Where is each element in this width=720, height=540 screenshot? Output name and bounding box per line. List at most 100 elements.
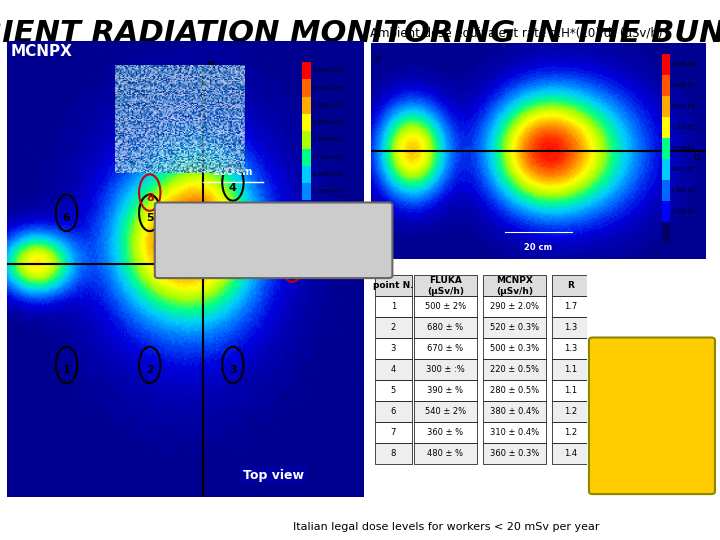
Text: 6: 6	[391, 407, 396, 416]
Text: 500 ± 0.3%: 500 ± 0.3%	[490, 344, 539, 353]
Text: 360 ± 0.3%: 360 ± 0.3%	[490, 449, 539, 457]
Bar	[375, 317, 412, 338]
Bar	[302, 200, 311, 218]
Bar	[302, 166, 311, 183]
Bar	[662, 54, 670, 75]
Text: 670 ± %: 670 ± %	[427, 344, 464, 353]
Text: 100 cm: 100 cm	[213, 167, 253, 177]
Bar	[414, 317, 477, 338]
Text: Scoring time: t: Scoring time: t	[204, 211, 343, 228]
Text: u: u	[693, 152, 699, 162]
Bar	[375, 443, 412, 463]
Bar	[375, 359, 412, 380]
Text: 6.00E-02: 6.00E-02	[670, 83, 695, 88]
Text: 1.30E+03: 1.30E+03	[312, 137, 343, 143]
Bar	[302, 148, 311, 166]
Text: 220 ± 0.5%: 220 ± 0.5%	[490, 365, 539, 374]
Bar	[483, 275, 546, 296]
Text: 6: 6	[63, 213, 71, 223]
Text: Ambient dose equivalent rate d.H*(10)/dt (μSv/h): Ambient dose equivalent rate d.H*(10)/dt…	[370, 28, 663, 40]
Text: 7: 7	[289, 264, 296, 274]
Text: 7: 7	[391, 428, 396, 437]
Bar	[662, 159, 670, 180]
Text: Agreement good
enough to allow the
use for the prediction
of the radiological
ha: Agreement good enough to allow the use f…	[588, 379, 716, 453]
Bar	[414, 338, 477, 359]
Bar	[662, 180, 670, 201]
Bar	[414, 422, 477, 443]
Text: 1.20E+04: 1.20E+04	[312, 68, 343, 73]
Text: 280 ± 0.5%: 280 ± 0.5%	[490, 386, 539, 395]
Bar	[302, 62, 311, 79]
Bar	[483, 380, 546, 401]
Bar	[552, 380, 589, 401]
Text: Top view: Top view	[243, 469, 305, 482]
Bar	[414, 296, 477, 317]
Text: AMBIENT RADIATION MONITORING IN THE BUNKER: AMBIENT RADIATION MONITORING IN THE BUNK…	[0, 19, 720, 48]
Bar	[552, 443, 589, 463]
Text: MCNPX: MCNPX	[10, 44, 72, 59]
Bar	[552, 338, 589, 359]
Text: 1.2: 1.2	[564, 407, 577, 416]
Bar	[483, 296, 546, 317]
Text: 500 ± 2%: 500 ± 2%	[425, 302, 466, 311]
Text: 8: 8	[391, 449, 396, 457]
Text: 1.3: 1.3	[564, 323, 577, 332]
Bar	[662, 138, 670, 159]
Text: 2.20E-03: 2.20E-03	[670, 104, 695, 109]
Text: 1.20E+02: 1.20E+02	[312, 206, 343, 212]
Text: 1.1: 1.1	[564, 386, 577, 395]
Text: MCNPX
(μSv/h): MCNPX (μSv/h)	[496, 276, 533, 295]
Text: 2.80E+02: 2.80E+02	[312, 189, 343, 194]
Bar	[662, 117, 670, 138]
Bar	[375, 296, 412, 317]
Bar	[552, 359, 589, 380]
Text: 3.50E+03: 3.50E+03	[312, 103, 343, 108]
Bar	[483, 401, 546, 422]
Text: 1.7: 1.7	[564, 302, 577, 311]
Text: 1: 1	[391, 302, 396, 311]
Bar	[483, 422, 546, 443]
Bar	[552, 401, 589, 422]
Bar	[414, 380, 477, 401]
Bar	[662, 75, 670, 96]
Bar	[662, 201, 670, 222]
Bar	[302, 97, 311, 114]
Text: 4.50E+03: 4.50E+03	[312, 85, 343, 91]
Text: 2: 2	[146, 365, 153, 375]
Text: 8: 8	[146, 193, 153, 202]
Text: 380 ± 0.4%: 380 ± 0.4%	[490, 407, 539, 416]
Text: 2: 2	[391, 323, 396, 332]
Text: Y: Y	[206, 61, 214, 71]
Bar	[302, 218, 311, 235]
Text: point N.: point N.	[373, 281, 414, 291]
Text: 310 ± 0.4%: 310 ± 0.4%	[490, 428, 539, 437]
Text: 680 ± %: 680 ± %	[427, 323, 464, 332]
Text: 1: 1	[63, 365, 71, 375]
Text: 15 day “cooling time” after
10 complete cycles (one year): 15 day “cooling time” after 10 complete …	[179, 242, 369, 270]
Text: 7.70E+02: 7.70E+02	[312, 154, 343, 160]
Text: 1.1: 1.1	[564, 365, 577, 374]
Text: 1.4: 1.4	[564, 449, 577, 457]
Bar	[375, 275, 412, 296]
Bar	[302, 183, 311, 200]
Text: 7.70E-04: 7.70E-04	[670, 146, 695, 151]
Bar	[375, 422, 412, 443]
Bar	[375, 380, 412, 401]
Bar	[662, 222, 670, 243]
Bar	[552, 317, 589, 338]
Text: Italian legal dose levels for workers < 20 mSv per year: Italian legal dose levels for workers < …	[293, 522, 600, 531]
Text: 1.30E-03: 1.30E-03	[670, 125, 695, 130]
Text: 10: 10	[313, 213, 328, 224]
Text: 360 ± %: 360 ± %	[427, 428, 464, 437]
Bar	[483, 443, 546, 463]
Text: 540 ± 2%: 540 ± 2%	[425, 407, 466, 416]
Bar	[552, 275, 589, 296]
Text: 5: 5	[391, 386, 396, 395]
Bar	[483, 317, 546, 338]
Text: 520 ± 0.3%: 520 ± 0.3%	[490, 323, 539, 332]
Text: 4.60E+02: 4.60E+02	[312, 172, 343, 177]
Bar	[302, 114, 311, 131]
Text: 480 ± %: 480 ± %	[428, 449, 464, 457]
Text: R: R	[567, 281, 574, 291]
Bar	[552, 296, 589, 317]
